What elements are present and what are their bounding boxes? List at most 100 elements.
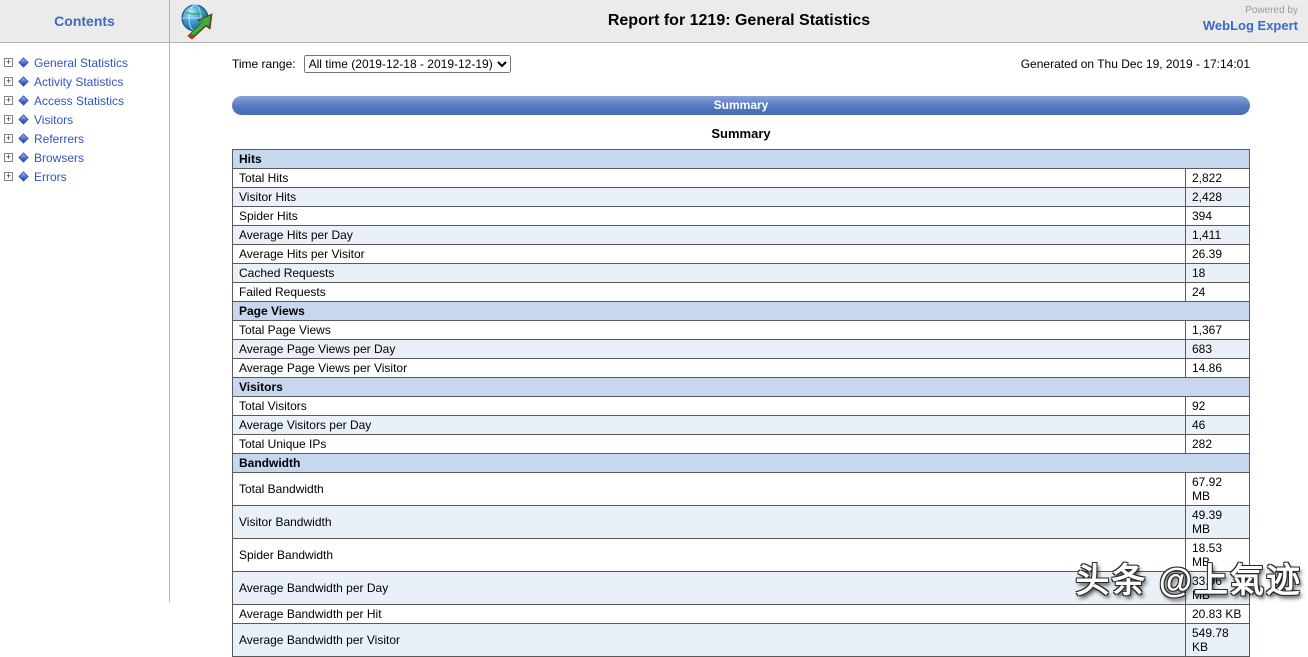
stat-label: Total Page Views (232, 320, 1186, 340)
diamond-book-icon (18, 133, 29, 144)
report-toolbar: Time range: All time (2019-12-18 - 2019-… (232, 55, 1250, 73)
section-title: Visitors (232, 377, 1250, 397)
sidebar-item-visitors[interactable]: + Visitors (4, 110, 169, 129)
stat-value: 26.39 (1185, 244, 1250, 264)
section-title: Page Views (232, 301, 1250, 321)
stat-label: Total Unique IPs (232, 434, 1186, 454)
sidebar-item-referrers[interactable]: + Referrers (4, 129, 169, 148)
stat-value: 18 (1185, 263, 1250, 283)
stat-value: 14.86 (1185, 358, 1250, 378)
stat-value: 46 (1185, 415, 1250, 435)
stat-label: Average Bandwidth per Hit (232, 604, 1186, 624)
summary-table: Hits Total Hits 2,822 Visitor Hits 2,428 Spid… (232, 149, 1250, 657)
stat-value: 549.78 KB (1185, 623, 1250, 657)
stat-label: Average Hits per Visitor (232, 244, 1186, 264)
sidebar-item-label[interactable]: Visitors (34, 112, 74, 127)
powered-by-label: Powered by (1245, 5, 1298, 16)
diamond-book-icon (18, 95, 29, 106)
stat-label: Average Bandwidth per Day (232, 571, 1186, 605)
table-row: Visitor Hits 2,428 (232, 187, 1250, 207)
stat-value: 683 (1185, 339, 1250, 359)
sidebar-item-label[interactable]: Browsers (34, 150, 85, 165)
table-row: Total Unique IPs 282 (232, 434, 1250, 454)
sidebar-item-label[interactable]: Errors (34, 169, 67, 184)
expand-icon[interactable]: + (4, 114, 13, 124)
section-header-row: Page Views (232, 301, 1250, 321)
time-range-label: Time range: (232, 57, 296, 71)
brand-link[interactable]: WebLog Expert (1202, 17, 1298, 33)
stat-label: Total Hits (232, 168, 1186, 188)
table-row: Average Page Views per Visitor 14.86 (232, 358, 1250, 378)
stat-label: Average Page Views per Visitor (232, 358, 1186, 378)
stat-label: Cached Requests (232, 263, 1186, 283)
sidebar-item-activity-statistics[interactable]: + Activity Statistics (4, 72, 169, 91)
stat-value: 49.39 MB (1185, 505, 1250, 539)
stat-label: Average Hits per Day (232, 225, 1186, 245)
stat-label: Total Bandwidth (232, 472, 1186, 506)
content-area: + General Statistics + Activity Statistics +… (0, 43, 1308, 657)
table-row: Average Bandwidth per Visitor 549.78 KB (232, 623, 1250, 657)
powered-by-block: Powered by WebLog Expert (1203, 5, 1298, 34)
expand-icon[interactable]: + (4, 133, 13, 143)
stat-value: 282 (1185, 434, 1250, 454)
contents-tree: + General Statistics + Activity Statistics +… (0, 43, 170, 602)
generated-timestamp: Generated on Thu Dec 19, 2019 - 17:14:01 (1020, 57, 1250, 71)
expand-icon[interactable]: + (4, 57, 13, 67)
sidebar-item-access-statistics[interactable]: + Access Statistics (4, 91, 169, 110)
table-row: Average Hits per Day 1,411 (232, 225, 1250, 245)
stat-label: Spider Hits (232, 206, 1186, 226)
stat-value: 2,822 (1185, 168, 1250, 188)
section-title: Bandwidth (232, 453, 1250, 473)
sidebar-item-general-statistics[interactable]: + General Statistics (4, 53, 169, 72)
stat-value: 24 (1185, 282, 1250, 302)
report-main: Time range: All time (2019-12-18 - 2019-… (170, 43, 1308, 657)
contents-title: Contents (54, 13, 115, 29)
diamond-book-icon (18, 152, 29, 163)
time-range-select[interactable]: All time (2019-12-18 - 2019-12-19) (303, 55, 511, 73)
sidebar-item-label[interactable]: Activity Statistics (34, 74, 124, 89)
sidebar-item-label[interactable]: Referrers (34, 131, 85, 146)
sidebar-item-label[interactable]: General Statistics (34, 55, 129, 70)
sidebar-item-errors[interactable]: + Errors (4, 167, 169, 186)
table-row: Visitor Bandwidth 49.39 MB (232, 505, 1250, 539)
table-row: Cached Requests 18 (232, 263, 1250, 283)
summary-banner: Summary (232, 96, 1250, 115)
stat-value: 33.96 MB (1185, 571, 1250, 605)
diamond-book-icon (18, 171, 29, 182)
stat-label: Average Page Views per Day (232, 339, 1186, 359)
stat-value: 1,411 (1185, 225, 1250, 245)
sidebar-item-browsers[interactable]: + Browsers (4, 148, 169, 167)
table-row: Spider Bandwidth 18.53 MB (232, 538, 1250, 572)
stat-label: Failed Requests (232, 282, 1186, 302)
globe-logo-icon (178, 2, 218, 42)
expand-icon[interactable]: + (4, 152, 13, 162)
table-row: Failed Requests 24 (232, 282, 1250, 302)
section-header-row: Bandwidth (232, 453, 1250, 473)
table-row: Total Hits 2,822 (232, 168, 1250, 188)
expand-icon[interactable]: + (4, 171, 13, 181)
table-row: Average Visitors per Day 46 (232, 415, 1250, 435)
expand-icon[interactable]: + (4, 76, 13, 86)
sidebar-item-label[interactable]: Access Statistics (34, 93, 125, 108)
stat-label: Average Visitors per Day (232, 415, 1186, 435)
diamond-book-icon (18, 114, 29, 125)
expand-icon[interactable]: + (4, 95, 13, 105)
report-header: Report for 1219: General Statistics Powe… (170, 0, 1308, 42)
diamond-book-icon (18, 57, 29, 68)
stat-value: 20.83 KB (1185, 604, 1250, 624)
table-row: Average Page Views per Day 683 (232, 339, 1250, 359)
table-row: Average Bandwidth per Hit 20.83 KB (232, 604, 1250, 624)
section-title: Hits (232, 149, 1250, 169)
stat-value: 92 (1185, 396, 1250, 416)
table-row: Average Bandwidth per Day 33.96 MB (232, 571, 1250, 605)
stat-value: 67.92 MB (1185, 472, 1250, 506)
stat-label: Visitor Bandwidth (232, 505, 1186, 539)
page-title: Report for 1219: General Statistics (607, 12, 871, 29)
stat-label: Visitor Hits (232, 187, 1186, 207)
stat-value: 18.53 MB (1185, 538, 1250, 572)
stat-value: 2,428 (1185, 187, 1250, 207)
section-header-row: Hits (232, 149, 1250, 169)
table-row: Average Hits per Visitor 26.39 (232, 244, 1250, 264)
section-header-row: Visitors (232, 377, 1250, 397)
table-row: Spider Hits 394 (232, 206, 1250, 226)
